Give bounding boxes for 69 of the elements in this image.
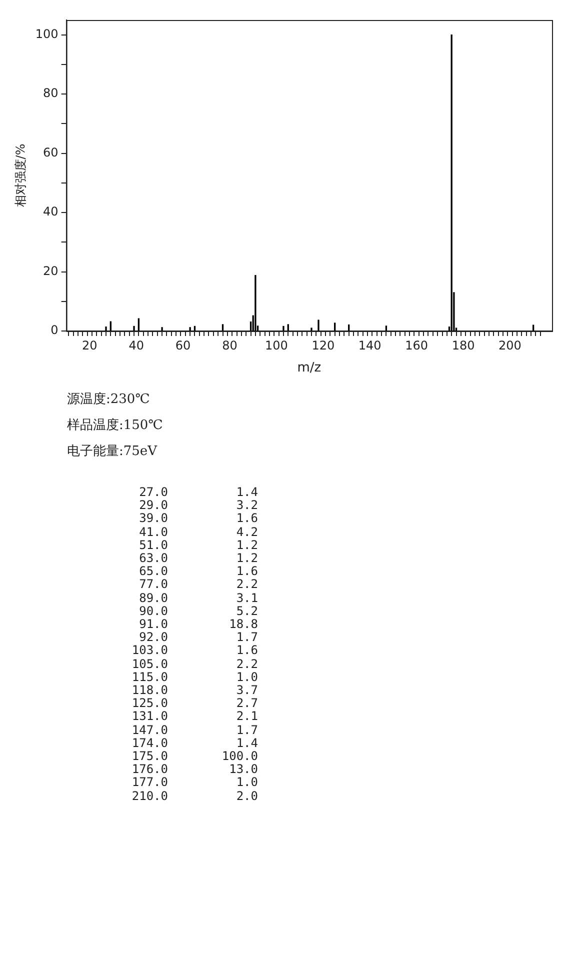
y-tick-label: 0 bbox=[50, 323, 58, 338]
text: 1.0 bbox=[235, 775, 258, 790]
text: 118.0 bbox=[130, 683, 168, 698]
text: 210.0 bbox=[130, 788, 168, 803]
x-tick-label: 60 bbox=[175, 338, 191, 352]
text: 27.0 bbox=[138, 485, 168, 500]
text: 1.6 bbox=[235, 564, 258, 578]
text: 115.0 bbox=[130, 670, 168, 684]
text: 18.8 bbox=[228, 617, 258, 632]
x-tick-label: 100 bbox=[265, 338, 288, 352]
x-tick-label: 20 bbox=[82, 338, 98, 352]
x-tick-label: 200 bbox=[498, 338, 522, 352]
text: 源温度:230℃ bbox=[67, 391, 151, 409]
text: 1.7 bbox=[235, 630, 258, 644]
text: 2.1 bbox=[235, 709, 258, 724]
text: 91.0 bbox=[138, 617, 168, 632]
text: 51.0 bbox=[138, 538, 168, 552]
text: 125.0 bbox=[130, 696, 168, 710]
text: 39.0 bbox=[138, 511, 168, 526]
y-tick-label: 20 bbox=[43, 264, 58, 278]
text: 1.6 bbox=[235, 511, 258, 526]
y-tick-label: 60 bbox=[43, 145, 58, 160]
x-tick-label: 140 bbox=[358, 338, 382, 352]
text: 175.0 bbox=[130, 749, 168, 764]
text: 176.0 bbox=[130, 762, 168, 776]
text: 177.0 bbox=[130, 775, 168, 790]
text: 41.0 bbox=[138, 524, 168, 539]
y-tick-label: 100 bbox=[35, 26, 58, 41]
text: 100.0 bbox=[220, 749, 258, 764]
text: 1.2 bbox=[235, 538, 258, 552]
text: 2.2 bbox=[235, 656, 258, 671]
text: 13.0 bbox=[228, 762, 258, 776]
text: 2.0 bbox=[235, 788, 258, 803]
text: 65.0 bbox=[138, 564, 168, 578]
x-tick-label: 120 bbox=[312, 338, 335, 352]
y-tick-label: 40 bbox=[43, 204, 58, 219]
x-tick-label: 80 bbox=[222, 338, 238, 352]
text: 2.2 bbox=[235, 577, 258, 592]
text: 29.0 bbox=[138, 498, 168, 512]
x-tick-label: 160 bbox=[405, 338, 428, 352]
text: 89.0 bbox=[138, 590, 168, 605]
y-axis-title: 相对强度/% bbox=[13, 144, 28, 208]
text: 3.1 bbox=[235, 590, 258, 605]
x-tick-label: 180 bbox=[452, 338, 475, 352]
text: 4.2 bbox=[235, 524, 258, 539]
text: 3.2 bbox=[235, 498, 258, 512]
text: 174.0 bbox=[130, 736, 168, 750]
text: 1.7 bbox=[235, 722, 258, 737]
text: 77.0 bbox=[138, 577, 168, 592]
text: 147.0 bbox=[130, 722, 168, 737]
x-axis-title: m/z bbox=[297, 360, 322, 376]
text: 1.4 bbox=[235, 736, 258, 750]
text: 90.0 bbox=[138, 604, 168, 618]
text: 电子能量:75eV bbox=[67, 443, 158, 461]
text: 1.6 bbox=[235, 643, 258, 658]
text: 5.2 bbox=[235, 604, 258, 618]
text: 1.4 bbox=[235, 485, 258, 500]
text: 3.7 bbox=[235, 683, 258, 698]
text: 1.0 bbox=[235, 670, 258, 684]
text: 105.0 bbox=[130, 656, 168, 671]
text: 131.0 bbox=[130, 709, 168, 724]
y-tick-label: 80 bbox=[43, 86, 58, 100]
text: 1.2 bbox=[235, 551, 258, 566]
text: 2.7 bbox=[235, 696, 258, 710]
text: 103.0 bbox=[130, 643, 168, 658]
text: 92.0 bbox=[138, 630, 168, 644]
text: 样品温度:150℃ bbox=[67, 417, 164, 435]
text: 63.0 bbox=[138, 551, 168, 566]
x-tick-label: 40 bbox=[128, 338, 144, 352]
